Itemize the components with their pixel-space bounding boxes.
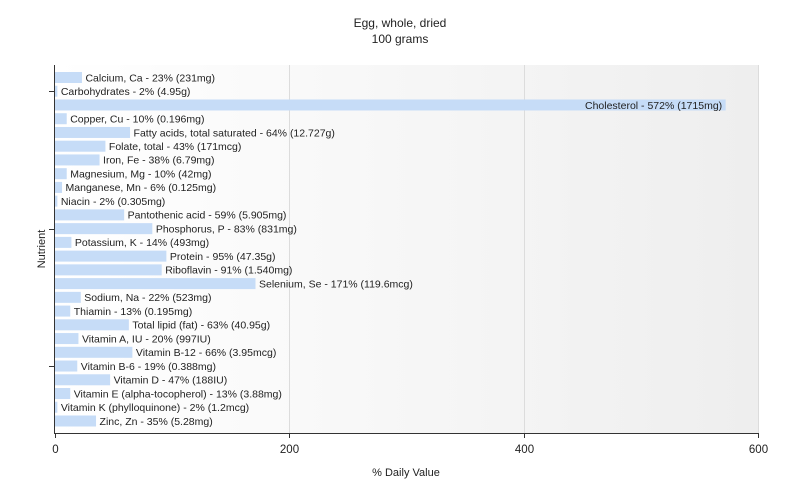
bar: [55, 333, 79, 345]
bar-label: Calcium, Ca - 23% (231mg): [85, 72, 215, 84]
bar-labels: Calcium, Ca - 23% (231mg) Carbohydrates -…: [61, 72, 722, 428]
bar-label: Vitamin E (alpha-tocopherol) - 13% (3.88…: [74, 388, 282, 400]
x-tick-label: 400: [515, 444, 534, 456]
bar-label: Zinc, Zn - 35% (5.28mg): [100, 416, 213, 428]
bar-label: Thiamin - 13% (0.195mg): [74, 306, 192, 318]
bar-label: Iron, Fe - 38% (6.79mg): [103, 155, 214, 167]
x-tick-label: 200: [280, 444, 299, 456]
plot-area: [55, 65, 758, 433]
bar-label: Vitamin A, IU - 20% (997IU): [82, 333, 211, 345]
bar: [55, 181, 63, 193]
bar-label: Selenium, Se - 171% (119.6mcg): [259, 278, 413, 290]
bar: [55, 209, 125, 221]
bar: [55, 168, 67, 180]
bar-label: Cholesterol - 572% (1715mg): [585, 100, 722, 112]
bar-label: Copper, Cu - 10% (0.196mg): [70, 114, 204, 126]
bar: [55, 126, 131, 138]
bar-label: Sodium, Na - 22% (523mg): [84, 292, 211, 304]
bar: [55, 72, 82, 83]
bar-label: Vitamin B-6 - 19% (0.388mg): [81, 361, 216, 373]
bar-label: Vitamin B-12 - 66% (3.95mcg): [136, 347, 276, 359]
bar-label: Potassium, K - 14% (493mg): [75, 237, 209, 249]
bar-label: Riboflavin - 91% (1.540mg): [165, 265, 292, 277]
bar: [55, 264, 162, 276]
bar-label: Magnesium, Mg - 10% (42mg): [70, 168, 211, 180]
bars: [55, 72, 726, 427]
bar-label: Pantothenic acid - 59% (5.905mg): [128, 210, 287, 222]
bar: [55, 388, 71, 400]
y-axis-label: Nutrient: [36, 230, 48, 269]
bar: [55, 223, 153, 235]
bar: [55, 140, 106, 152]
x-tick-label: 600: [749, 444, 768, 456]
bar: [55, 236, 72, 248]
chart-title-block: Egg, whole, dried 100 grams: [0, 15, 800, 47]
bar: [55, 401, 58, 413]
bar: [55, 195, 58, 207]
chart-subtitle: 100 grams: [371, 32, 429, 46]
bar: [55, 278, 256, 290]
bar-label: Carbohydrates - 2% (4.95g): [61, 86, 191, 98]
bar-label: Fatty acids, total saturated - 64% (12.7…: [134, 127, 335, 139]
bar: [55, 113, 67, 125]
gridlines: [289, 65, 759, 433]
bar: [55, 85, 58, 97]
bar-label: Niacin - 2% (0.305mg): [61, 196, 165, 208]
bar: [55, 250, 167, 262]
bar: [55, 305, 71, 317]
bar-label: Phosphorus, P - 83% (831mg): [156, 223, 297, 235]
bar-label: Vitamin K (phylloquinone) - 2% (1.2mcg): [61, 402, 249, 414]
bar-label: Vitamin D - 47% (188IU): [114, 375, 228, 387]
bar: [55, 415, 97, 427]
bar: [55, 346, 133, 358]
x-tick-label: 0: [52, 444, 58, 456]
axes: [49, 65, 758, 434]
bar: [55, 154, 100, 166]
bar: [55, 319, 129, 331]
bar: [55, 291, 81, 303]
bar: [55, 99, 726, 111]
bar-label: Manganese, Mn - 6% (0.125mg): [66, 182, 217, 194]
bar: [55, 374, 111, 386]
bar: [55, 360, 78, 372]
x-axis-label: % Daily Value: [372, 467, 440, 479]
x-axis-ticks: 0 200 400 600: [52, 433, 768, 456]
chart-title: Egg, whole, dried: [353, 16, 447, 30]
bar-label: Folate, total - 43% (171mcg): [109, 141, 241, 153]
bar-label: Protein - 95% (47.35g): [170, 251, 276, 263]
bar-label: Total lipid (fat) - 63% (40.95g): [132, 320, 270, 332]
